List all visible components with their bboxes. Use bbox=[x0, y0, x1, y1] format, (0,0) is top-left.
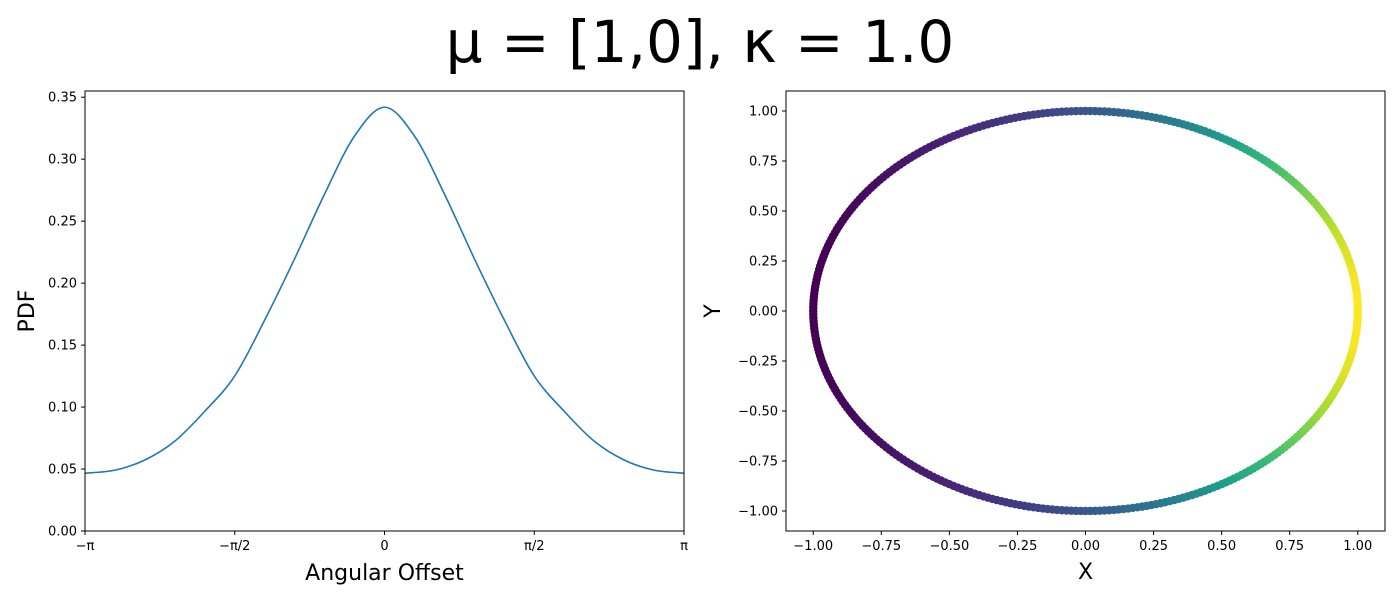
left-x-tick-label: π bbox=[680, 539, 688, 554]
left-x-tick-label: −π/2 bbox=[219, 539, 250, 554]
figure-title: μ = [1,0], κ = 1.0 bbox=[446, 8, 955, 76]
right-x-tick-label: 0.00 bbox=[1071, 539, 1100, 554]
circle-point bbox=[809, 303, 818, 312]
right-x-tick-label: −0.50 bbox=[929, 539, 969, 554]
right-y-tick-label: −0.25 bbox=[738, 355, 778, 370]
pdf-line-chart: −π −π/2 0 π/2 π 0.00 0.05 0.10 0.15 0.20 0.25 0.30 0… bbox=[15, 90, 688, 586]
right-x-tick-label: 1.00 bbox=[1343, 539, 1372, 554]
left-plot-frame bbox=[84, 90, 685, 532]
right-y-tick-label: 0.25 bbox=[749, 255, 778, 270]
left-marks bbox=[84, 106, 685, 475]
right-y-tick-label: 0.00 bbox=[749, 305, 778, 320]
right-x-tick-label: −1.00 bbox=[793, 539, 833, 554]
right-y-tick-label: 0.50 bbox=[749, 205, 778, 220]
right-plot-frame bbox=[785, 90, 1386, 532]
right-y-tick-label: −1.00 bbox=[738, 505, 778, 520]
right-x-tick-label: −0.75 bbox=[861, 539, 901, 554]
right-y-tick-label: −0.75 bbox=[738, 455, 778, 470]
right-y-tick-label: −0.50 bbox=[738, 405, 778, 420]
left-y-tick-label: 0.15 bbox=[48, 339, 77, 354]
left-y-axis-label: PDF bbox=[15, 290, 40, 333]
left-x-tick-label: 0 bbox=[380, 539, 388, 554]
right-x-tick-label: 0.25 bbox=[1139, 539, 1168, 554]
left-x-tick-label: −π bbox=[76, 539, 95, 554]
left-x-axis-label: Angular Offset bbox=[305, 561, 464, 586]
left-y-tick-label: 0.10 bbox=[48, 401, 77, 416]
right-y-tick-label: 0.75 bbox=[749, 155, 778, 170]
right-axis-ticks: −1.00 −0.75 −0.50 −0.25 0.00 0.25 0.50 0.75 1.00… bbox=[738, 105, 1372, 555]
left-y-tick-label: 0.30 bbox=[48, 153, 77, 168]
left-y-tick-label: 0.20 bbox=[48, 277, 77, 292]
right-x-tick-label: −0.25 bbox=[998, 539, 1038, 554]
left-x-tick-label: π/2 bbox=[524, 539, 544, 554]
right-x-tick-label: 0.75 bbox=[1275, 539, 1304, 554]
right-x-tick-label: 0.50 bbox=[1207, 539, 1236, 554]
circle-scatter-chart: −1.00 −0.75 −0.50 −0.25 0.00 0.25 0.50 0.75 1.00… bbox=[701, 90, 1386, 585]
left-y-tick-label: 0.00 bbox=[48, 525, 77, 540]
right-marks bbox=[809, 106, 1362, 516]
right-y-axis-label: Y bbox=[701, 304, 726, 319]
left-y-tick-label: 0.35 bbox=[48, 91, 77, 106]
left-y-tick-label: 0.05 bbox=[48, 463, 77, 478]
right-x-axis-label: X bbox=[1078, 560, 1093, 585]
right-y-tick-label: 1.00 bbox=[749, 105, 778, 120]
left-axis-ticks: −π −π/2 0 π/2 π 0.00 0.05 0.10 0.15 0.20 0.25 0.30 0… bbox=[48, 91, 688, 554]
left-y-tick-label: 0.25 bbox=[48, 215, 77, 230]
pdf-series-line bbox=[84, 106, 685, 475]
